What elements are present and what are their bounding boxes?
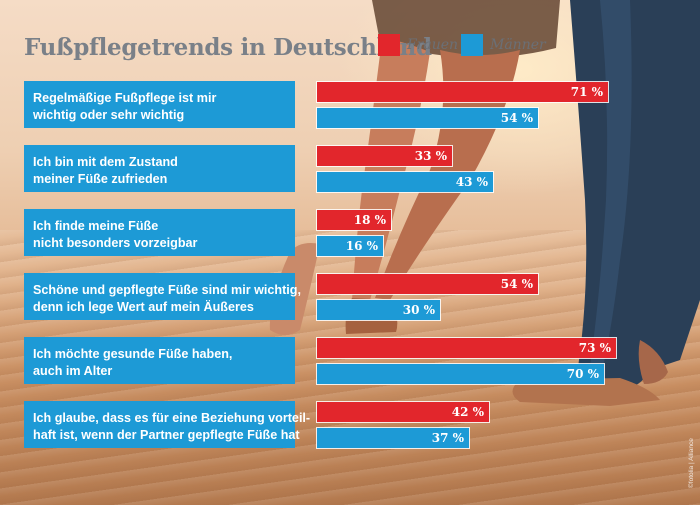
category-label-5: Ich glaube, dass es für eine Beziehung v… <box>24 401 311 448</box>
category-label-line: Ich glaube, dass es für eine Beziehung v… <box>33 411 311 425</box>
bar-frauen-5: 42 % <box>317 402 489 422</box>
category-label-line: wichtig oder sehr wichtig <box>33 107 185 122</box>
woman-leg-left <box>352 38 430 300</box>
category-label-line: nicht besonders vorzeigbar <box>33 235 198 250</box>
chart-title: Fußpflegetrends in Deutschland <box>24 34 432 61</box>
legend-label-frauen: Frauen <box>407 37 459 53</box>
man-foot-back <box>638 340 668 384</box>
legend-swatch-maenner <box>461 34 483 56</box>
category-label-2: Ich finde meine Füße nicht besonders vorz… <box>24 209 295 256</box>
category-label-line: Regelmäßige Fußpflege ist mir <box>33 91 217 105</box>
bar-frauen-4: 73 % <box>317 338 616 358</box>
legend-swatch-frauen <box>378 34 400 56</box>
category-label-1: Ich bin mit dem Zustand meiner Füße zufri… <box>24 145 295 192</box>
man-jeans <box>570 0 700 392</box>
legend-item-maenner: Männer <box>461 34 546 56</box>
photo-credit: ©fotolia | Alliance <box>688 438 695 488</box>
category-label-line: Ich möchte gesunde Füße haben, <box>33 347 233 361</box>
bar-frauen-2: 18 % <box>317 210 391 230</box>
category-label-line: denn ich lege Wert auf mein Äußeres <box>33 299 254 314</box>
bar-maenner-3: 30 % <box>317 300 440 320</box>
legend-label-maenner: Männer <box>490 37 546 53</box>
category-label-line: Schöne und gepflegte Füße sind mir wicht… <box>33 283 301 297</box>
bar-maenner-0: 54 % <box>317 108 538 128</box>
bar-maenner-5: 37 % <box>317 428 469 448</box>
bar-frauen-1: 33 % <box>317 146 452 166</box>
bar-frauen-0: 71 % <box>317 82 608 102</box>
category-label-4: Ich möchte gesunde Füße haben, auch im Al… <box>24 337 295 384</box>
category-label-line: meiner Füße zufrieden <box>33 171 168 186</box>
category-label-line: Ich bin mit dem Zustand <box>33 155 178 169</box>
bar-maenner-4: 70 % <box>317 364 604 384</box>
man-foot <box>512 378 660 406</box>
category-label-line: haft ist, wenn der Partner gepflegte Füß… <box>33 427 300 442</box>
bar-maenner-1: 43 % <box>317 172 493 192</box>
category-label-3: Schöne und gepflegte Füße sind mir wicht… <box>24 273 301 320</box>
category-label-line: auch im Alter <box>33 363 113 378</box>
legend-item-frauen: Frauen <box>378 34 458 56</box>
category-label-0: Regelmäßige Fußpflege ist mir wichtig ode… <box>24 81 295 128</box>
category-label-line: Ich finde meine Füße <box>33 219 159 233</box>
bar-frauen-3: 54 % <box>317 274 538 294</box>
bar-maenner-2: 16 % <box>317 236 383 256</box>
woman-shorts <box>372 0 560 58</box>
